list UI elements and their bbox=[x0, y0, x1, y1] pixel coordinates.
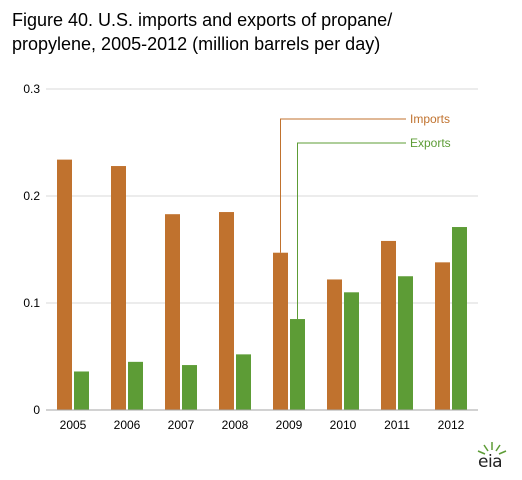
y-axis: 0 0.1 0.2 0.3 bbox=[23, 82, 40, 417]
imports-legend-label: Imports bbox=[410, 112, 450, 126]
y-tick-label: 0.1 bbox=[23, 296, 40, 310]
imports-bar-2005 bbox=[57, 159, 72, 410]
imports-leader-line bbox=[280, 118, 406, 253]
x-tick-label: 2011 bbox=[384, 418, 410, 432]
exports-bar-2008 bbox=[236, 354, 251, 410]
y-tick-label: 0 bbox=[33, 403, 40, 417]
eia-logo-text: eia bbox=[478, 452, 503, 472]
exports-bar-2006 bbox=[128, 361, 143, 410]
y-tick-label: 0.2 bbox=[23, 189, 40, 203]
legend: Imports Exports bbox=[280, 112, 451, 320]
x-tick-label: 2010 bbox=[330, 418, 357, 432]
x-tick-label: 2007 bbox=[168, 418, 195, 432]
chart-title-line-2: propylene, 2005-2012 (million barrels pe… bbox=[12, 34, 381, 54]
exports-bar-2005 bbox=[74, 371, 89, 410]
eia-logo: eia bbox=[470, 436, 514, 476]
imports-bar-2010 bbox=[327, 279, 342, 410]
eia-logo-sunburst-icon bbox=[477, 442, 507, 455]
exports-bar-2011 bbox=[398, 276, 413, 410]
chart-title-line-1: Figure 40. U.S. imports and exports of p… bbox=[12, 10, 393, 30]
imports-bar-2012 bbox=[435, 262, 450, 410]
imports-bar-2011 bbox=[381, 240, 396, 410]
exports-bar-2010 bbox=[344, 292, 359, 410]
exports-legend-label: Exports bbox=[410, 136, 451, 150]
bars bbox=[57, 159, 467, 410]
x-axis: 2005 2006 2007 2008 2009 2010 2011 2012 bbox=[46, 409, 478, 432]
imports-bar-2009 bbox=[273, 252, 288, 410]
x-tick-label: 2008 bbox=[222, 418, 249, 432]
exports-bar-2012 bbox=[452, 227, 467, 410]
exports-bar-2007 bbox=[182, 365, 197, 410]
imports-bar-2007 bbox=[165, 214, 180, 410]
exports-bar-2009 bbox=[290, 319, 305, 410]
imports-bar-2006 bbox=[111, 166, 126, 410]
x-tick-label: 2012 bbox=[438, 418, 465, 432]
y-tick-label: 0.3 bbox=[23, 82, 40, 96]
exports-leader-line bbox=[297, 142, 406, 320]
imports-bar-2008 bbox=[219, 212, 234, 410]
x-tick-label: 2006 bbox=[114, 418, 141, 432]
x-tick-label: 2005 bbox=[60, 418, 87, 432]
x-tick-label: 2009 bbox=[276, 418, 303, 432]
chart-title: Figure 40. U.S. imports and exports of p… bbox=[12, 8, 512, 56]
